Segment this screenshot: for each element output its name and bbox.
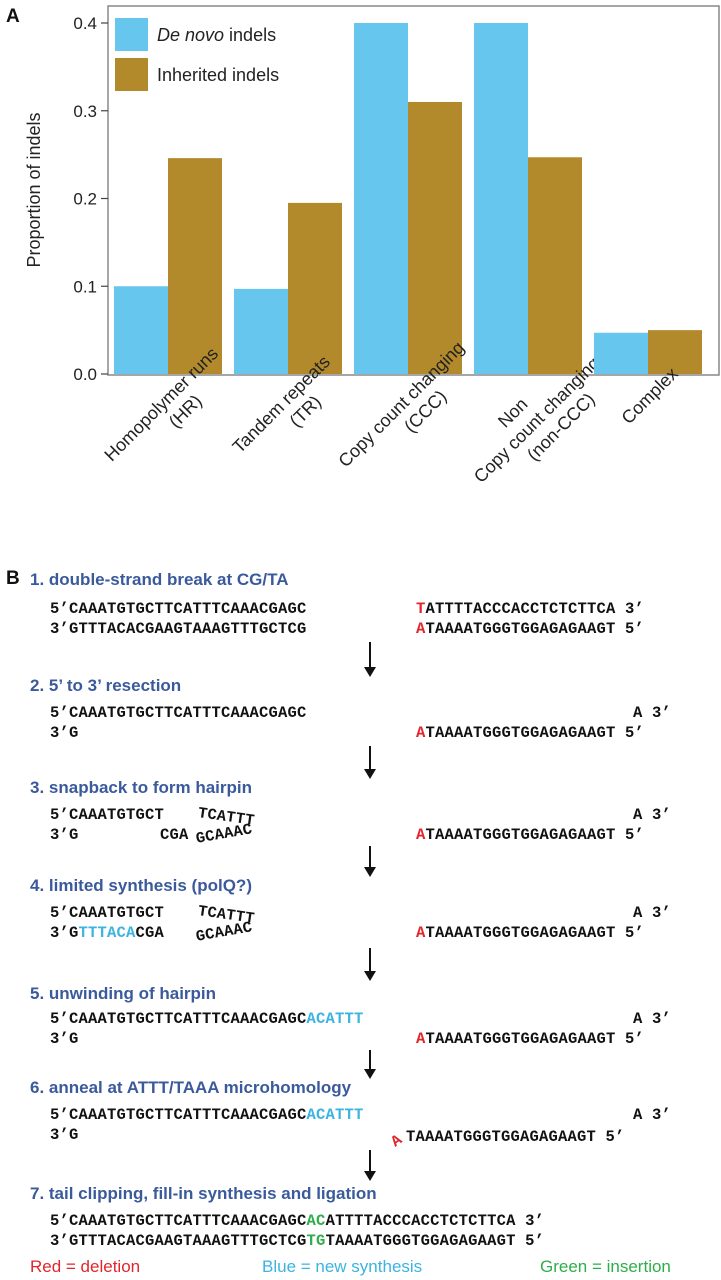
step-4-bottom-strand: 3’GTTTACACGA [50, 924, 165, 942]
step-7-top-strand: 5’CAAATGTGCTTCATTTCAAACGAGCACATTTTACCCAC… [50, 1212, 545, 1230]
y-tick-label: 0.3 [73, 102, 97, 121]
step-2-title: 2. 5’ to 3’ resection [30, 676, 182, 695]
y-tick-label: 0.0 [73, 365, 97, 384]
bar [648, 330, 702, 374]
step-3-bottom-strand: 3’G [50, 826, 79, 844]
step-3-bottom-right: ATAAAATGGGTGGAGAGAAGT 5’ [416, 826, 645, 844]
bar [168, 158, 222, 374]
bar [474, 23, 528, 374]
legend-label: De novo indels [157, 25, 276, 45]
bar [114, 286, 168, 374]
step-arrow [364, 642, 376, 677]
bar [594, 332, 648, 374]
step-arrow [364, 1150, 376, 1181]
y-tick-label: 0.4 [73, 14, 97, 33]
step-1-top-right: TATTTTACCCACCTCTCTTCA 3’ [416, 600, 645, 618]
step-3-top-strand: 5’CAAATGTGCT [50, 806, 165, 824]
step-6-bottom-strand: 3’G [50, 1126, 79, 1144]
y-tick-label: 0.1 [73, 277, 97, 296]
step-2-bottom-right: ATAAAATGGGTGGAGAGAAGT 5’ [416, 724, 645, 742]
bar [234, 288, 288, 374]
bar [408, 101, 462, 374]
step-arrow [364, 746, 376, 779]
step-6-bottom-right: TAAAATGGGTGGAGAGAAGT 5’ [406, 1128, 625, 1146]
legend-insertion: Green = insertion [540, 1257, 671, 1276]
plot-frame [107, 5, 720, 376]
bar [354, 23, 408, 374]
step-1-bottom-strand: 3’GTTTACACGAAGTAAAGTTTGCTCG [50, 620, 307, 638]
step-3-bottom-mid: CGA [160, 826, 189, 844]
step-5-top-right: A 3’ [633, 1010, 672, 1028]
step-5-bottom-right: ATAAAATGGGTGGAGAGAAGT 5’ [416, 1030, 645, 1048]
bar [528, 157, 582, 374]
step-arrow [364, 948, 376, 981]
step-arrow [364, 1050, 376, 1079]
step-7-bottom-strand: 3’GTTTACACGAAGTAAAGTTTGCTCGTGTAAAATGGGTG… [50, 1232, 545, 1250]
legend-swatch [115, 58, 148, 91]
panel-a-label: A [6, 6, 20, 27]
step-4-title: 4. limited synthesis (polQ?) [30, 876, 252, 895]
step-4-bottom-right: ATAAAATGGGTGGAGAGAAGT 5’ [416, 924, 645, 942]
step-1-top-strand: 5’CAAATGTGCTTCATTTCAAACGAGC [50, 600, 307, 618]
legend-label: Inherited indels [157, 65, 279, 85]
bar [288, 202, 342, 374]
legend-swatch [115, 18, 148, 51]
step-6-top-right: A 3’ [633, 1106, 672, 1124]
step-3-title: 3. snapback to form hairpin [30, 778, 252, 797]
step-6-bottom-red: A [387, 1130, 406, 1152]
step-1-title: 1. double-strand break at CG/TA [30, 570, 289, 589]
panel-b-label: B [6, 568, 20, 589]
y-axis-label: Proportion of indels [24, 112, 44, 267]
step-6-title: 6. anneal at ATTT/TAAA microhomology [30, 1078, 352, 1097]
step-4-top-right: A 3’ [633, 904, 672, 922]
step-1-bottom-right: ATAAAATGGGTGGAGAGAAGT 5’ [416, 620, 645, 638]
legend-deletion: Red = deletion [30, 1257, 141, 1276]
step-5-bottom-strand: 3’G [50, 1030, 79, 1048]
step-2-top-strand: 5’CAAATGTGCTTCATTTCAAACGAGC [50, 704, 307, 722]
step-4-hairpin-bottom: GCAAAC [194, 918, 254, 946]
step-7-title: 7. tail clipping, fill-in synthesis and … [30, 1184, 377, 1203]
legend-new-synthesis: Blue = new synthesis [262, 1257, 423, 1276]
step-3-top-right: A 3’ [633, 806, 672, 824]
step-3-hairpin-bottom: GCAAAC [194, 820, 254, 848]
step-2-top-right: A 3’ [633, 704, 672, 722]
step-2-bottom-strand: 3’G [50, 724, 79, 742]
step-4-top-strand: 5’CAAATGTGCT [50, 904, 165, 922]
step-arrow [364, 846, 376, 877]
step-5-title: 5. unwinding of hairpin [30, 984, 217, 1003]
step-5-top-strand: 5’CAAATGTGCTTCATTTCAAACGAGCACATTT [50, 1010, 364, 1028]
y-tick-label: 0.2 [73, 190, 97, 209]
step-6-top-strand: 5’CAAATGTGCTTCATTTCAAACGAGCACATTT [50, 1106, 364, 1124]
